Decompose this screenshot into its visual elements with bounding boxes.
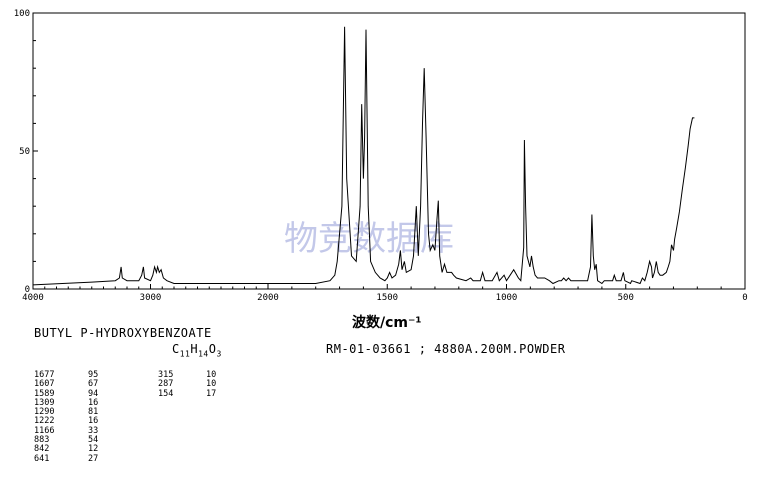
chart-ticks: 0 50 100 4000 3000 2000 1500 1000 500 0 (14, 9, 748, 303)
x-tick-label: 0 (742, 293, 747, 303)
spectrum-line (32, 26, 695, 286)
x-tick-label: 500 (618, 293, 634, 303)
compound-name: BUTYL P-HYDROXYBENZOATE (34, 326, 212, 340)
x-tick-label: 1000 (496, 293, 518, 303)
peak-wavenumbers-col2: 315 287 154 (158, 370, 174, 399)
x-tick-label: 2000 (257, 293, 279, 303)
peak-wavenumbers-col1: 1677 1607 1589 1309 1290 1222 1166 883 8… (34, 370, 55, 464)
molecular-formula: C11H14O3 (172, 342, 222, 359)
y-tick-label: 0 (25, 285, 30, 295)
spectrum-info: RM-01-03661 ; 4880A.200M.POWDER (326, 342, 566, 356)
x-tick-label: 4000 (22, 293, 44, 303)
peak-intensities-col1: 95 67 94 16 81 16 33 54 12 27 (88, 370, 99, 464)
x-tick-label: 1500 (376, 293, 398, 303)
x-axis-label: 波数/cm⁻¹ (352, 314, 422, 331)
peak-intensities-col2: 10 10 17 (206, 370, 217, 399)
y-tick-label: 50 (19, 147, 30, 157)
y-tick-label: 100 (14, 9, 30, 19)
x-tick-label: 3000 (140, 293, 162, 303)
